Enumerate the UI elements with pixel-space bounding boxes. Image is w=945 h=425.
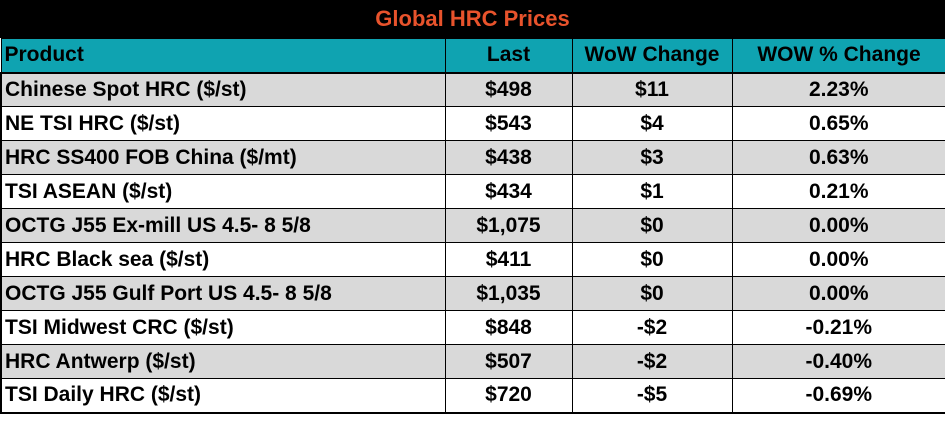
wow-pct-change-cell: 0.65% [731, 106, 945, 141]
wow-pct-change-cell: 0.63% [731, 140, 945, 175]
table-body: Chinese Spot HRC ($/st) $498 $11 2.23% NE TS… [0, 72, 945, 414]
product-cell: TSI Midwest CRC ($/st) [0, 310, 446, 345]
table-row: OCTG J55 Ex-mill US 4.5- 8 5/8 $1,075 $0 0.… [0, 208, 945, 243]
wow-pct-change-cell: -0.21% [731, 310, 945, 345]
wow-pct-change-cell: -0.69% [731, 378, 945, 414]
last-price-cell: $438 [444, 140, 573, 175]
header-last: Last [444, 38, 573, 74]
wow-pct-change-cell: 0.00% [731, 242, 945, 277]
wow-pct-change-cell: 2.23% [731, 72, 945, 107]
table-row: TSI Daily HRC ($/st) $720 -$5 -0.69% [0, 378, 945, 414]
product-cell: OCTG J55 Gulf Port US 4.5- 8 5/8 [0, 276, 446, 311]
wow-pct-change-cell: 0.00% [731, 276, 945, 311]
price-table: Product Last WoW Change WOW % Change Chi… [0, 38, 945, 414]
product-cell: TSI ASEAN ($/st) [0, 174, 446, 209]
header-row: Product Last WoW Change WOW % Change [0, 38, 945, 74]
wow-change-cell: $0 [571, 242, 733, 277]
product-cell: OCTG J55 Ex-mill US 4.5- 8 5/8 [0, 208, 446, 243]
wow-pct-change-cell: 0.21% [731, 174, 945, 209]
product-cell: HRC SS400 FOB China ($/mt) [0, 140, 446, 175]
product-cell: HRC Antwerp ($/st) [0, 344, 446, 379]
header-product: Product [0, 38, 446, 74]
last-price-cell: $720 [444, 378, 573, 414]
last-price-cell: $434 [444, 174, 573, 209]
table-row: Chinese Spot HRC ($/st) $498 $11 2.23% [0, 72, 945, 107]
product-cell: HRC Black sea ($/st) [0, 242, 446, 277]
table-row: TSI ASEAN ($/st) $434 $1 0.21% [0, 174, 945, 209]
table-title: Global HRC Prices [375, 6, 570, 31]
product-cell: Chinese Spot HRC ($/st) [0, 72, 446, 107]
title-bar: Global HRC Prices [0, 0, 945, 38]
last-price-cell: $411 [444, 242, 573, 277]
table-row: NE TSI HRC ($/st) $543 $4 0.65% [0, 106, 945, 141]
wow-change-cell: $4 [571, 106, 733, 141]
wow-pct-change-cell: -0.40% [731, 344, 945, 379]
wow-change-cell: $0 [571, 276, 733, 311]
last-price-cell: $1,075 [444, 208, 573, 243]
product-cell: NE TSI HRC ($/st) [0, 106, 446, 141]
last-price-cell: $1,035 [444, 276, 573, 311]
table-header: Product Last WoW Change WOW % Change [0, 38, 945, 74]
last-price-cell: $498 [444, 72, 573, 107]
wow-change-cell: -$5 [571, 378, 733, 414]
wow-change-cell: $0 [571, 208, 733, 243]
wow-change-cell: $1 [571, 174, 733, 209]
wow-change-cell: $3 [571, 140, 733, 175]
last-price-cell: $507 [444, 344, 573, 379]
wow-pct-change-cell: 0.00% [731, 208, 945, 243]
wow-change-cell: -$2 [571, 344, 733, 379]
table-row: HRC Black sea ($/st) $411 $0 0.00% [0, 242, 945, 277]
header-wow-pct-change: WOW % Change [731, 38, 945, 74]
table-row: OCTG J55 Gulf Port US 4.5- 8 5/8 $1,035 $0… [0, 276, 945, 311]
table-row: HRC Antwerp ($/st) $507 -$2 -0.40% [0, 344, 945, 379]
wow-change-cell: -$2 [571, 310, 733, 345]
product-cell: TSI Daily HRC ($/st) [0, 378, 446, 414]
table-row: HRC SS400 FOB China ($/mt) $438 $3 0.63% [0, 140, 945, 175]
table-row: TSI Midwest CRC ($/st) $848 -$2 -0.21% [0, 310, 945, 345]
header-wow-change: WoW Change [571, 38, 733, 74]
last-price-cell: $543 [444, 106, 573, 141]
wow-change-cell: $11 [571, 72, 733, 107]
last-price-cell: $848 [444, 310, 573, 345]
